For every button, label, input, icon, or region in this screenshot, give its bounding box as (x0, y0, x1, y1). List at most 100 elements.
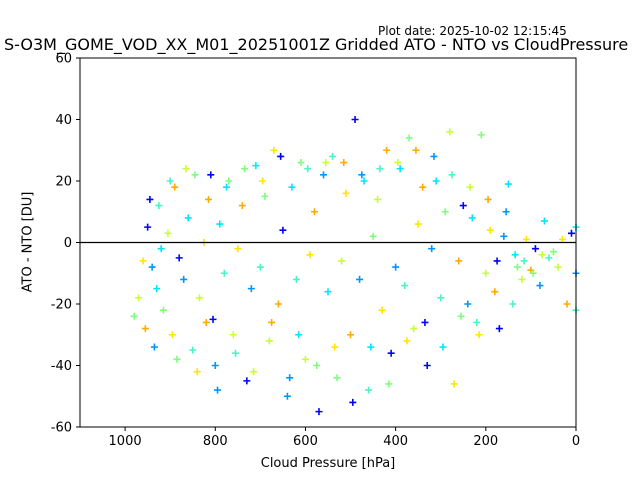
y-tick-label: 20 (55, 175, 72, 190)
data-point (441, 208, 449, 216)
data-point (283, 392, 291, 400)
data-point (292, 275, 300, 283)
x-tick-label: 400 (383, 434, 408, 449)
data-point (540, 217, 548, 225)
data-point (141, 325, 149, 333)
data-point (410, 325, 418, 333)
data-point (270, 146, 278, 154)
data-point (554, 263, 562, 271)
data-point (457, 312, 465, 320)
data-point (324, 288, 332, 296)
data-point (207, 171, 215, 179)
data-point (459, 202, 467, 210)
data-point (319, 171, 327, 179)
data-point (340, 159, 348, 167)
data-point (360, 177, 368, 185)
x-axis-ticks: 1000 800 600 400 200 0 (109, 427, 580, 449)
data-point (477, 131, 485, 139)
data-point (202, 318, 210, 326)
data-point (376, 165, 384, 173)
data-point (432, 177, 440, 185)
data-point (466, 183, 474, 191)
data-point (563, 300, 571, 308)
data-point (387, 349, 395, 357)
data-point (180, 275, 188, 283)
x-tick-label: 0 (572, 434, 580, 449)
data-point (166, 177, 174, 185)
data-point (504, 180, 512, 188)
data-point (313, 362, 321, 369)
data-point (191, 171, 199, 179)
data-point (403, 337, 411, 345)
data-point (277, 152, 285, 160)
data-point (520, 257, 528, 265)
data-point (493, 257, 501, 265)
data-point (310, 208, 318, 216)
data-point (356, 275, 364, 283)
data-point (322, 159, 330, 167)
x-tick-label: 800 (203, 434, 228, 449)
data-point (279, 226, 287, 234)
data-point (265, 337, 273, 345)
data-point (536, 282, 544, 290)
data-point (491, 288, 499, 296)
data-point (538, 251, 546, 259)
x-axis-label: Cloud Pressure [hPa] (260, 456, 396, 471)
data-point (545, 254, 553, 262)
data-point (394, 159, 402, 167)
data-point (486, 226, 494, 234)
data-point (423, 362, 431, 369)
y-tick-label: 0 (64, 236, 72, 251)
data-point (229, 331, 237, 339)
data-point (146, 195, 154, 203)
data-point (430, 152, 438, 160)
data-point (378, 306, 386, 314)
data-point (164, 229, 172, 237)
data-point (338, 257, 346, 265)
data-point (509, 300, 517, 308)
data-point (297, 159, 305, 167)
data-point (448, 171, 456, 179)
data-point (274, 300, 282, 308)
data-point (518, 275, 526, 283)
data-point (455, 257, 463, 265)
data-point (193, 368, 201, 376)
data-point (502, 208, 510, 216)
data-point (405, 134, 413, 142)
data-point (484, 195, 492, 203)
data-point (331, 343, 339, 351)
data-point (558, 235, 566, 243)
chart-title: S-O3M_GOME_VOD_XX_M01_20251001Z Gridded … (4, 35, 629, 54)
data-point (385, 380, 393, 388)
data-point (247, 285, 255, 293)
data-point (450, 380, 458, 388)
data-point (414, 220, 422, 228)
data-point (304, 165, 312, 173)
data-point (214, 386, 222, 394)
data-point (168, 331, 176, 339)
data-point (288, 183, 296, 191)
data-point (243, 377, 251, 385)
data-point (195, 294, 203, 302)
y-tick-label: -60 (51, 421, 72, 436)
x-tick-label: 200 (473, 434, 498, 449)
data-point (155, 202, 163, 210)
data-point (473, 318, 481, 326)
data-point (139, 257, 147, 265)
data-point (428, 245, 436, 253)
data-point (223, 183, 231, 191)
data-point (315, 408, 323, 416)
data-point (437, 294, 445, 302)
data-point (482, 269, 490, 277)
data-point (153, 285, 161, 293)
y-axis-ticks: -60 -40 -20 0 20 40 60 (51, 52, 80, 436)
data-point (225, 177, 233, 185)
y-tick-label: -20 (51, 298, 72, 313)
data-point (130, 312, 138, 320)
data-point (256, 263, 264, 271)
data-point (369, 232, 377, 240)
data-point (306, 251, 314, 259)
data-point (261, 192, 269, 200)
data-point (365, 386, 373, 394)
